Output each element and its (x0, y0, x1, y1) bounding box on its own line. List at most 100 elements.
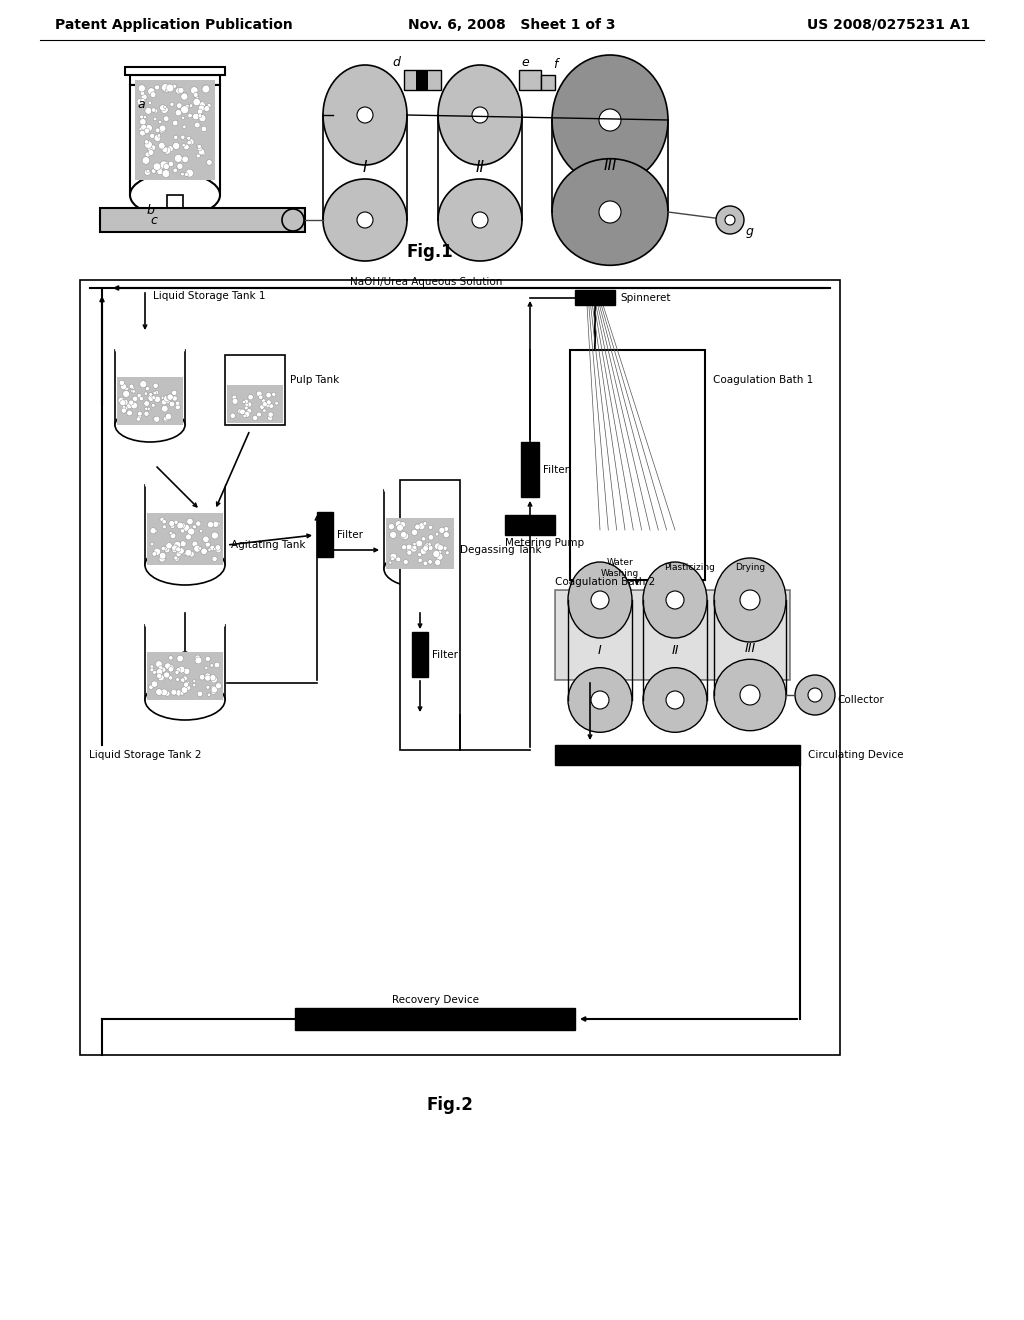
Circle shape (185, 104, 189, 108)
Circle shape (413, 545, 417, 549)
Circle shape (160, 517, 164, 521)
Circle shape (175, 110, 181, 116)
Circle shape (175, 671, 179, 675)
Circle shape (161, 396, 164, 400)
Circle shape (201, 116, 206, 120)
Circle shape (274, 401, 279, 405)
Circle shape (173, 143, 179, 149)
Circle shape (418, 553, 422, 557)
Circle shape (164, 416, 168, 421)
Circle shape (148, 392, 154, 399)
Circle shape (244, 399, 248, 404)
Circle shape (207, 160, 212, 165)
Circle shape (167, 395, 173, 400)
Circle shape (172, 396, 177, 401)
FancyBboxPatch shape (519, 70, 541, 90)
Circle shape (183, 144, 189, 149)
Circle shape (199, 102, 205, 108)
Circle shape (154, 166, 159, 170)
Circle shape (243, 400, 246, 404)
Circle shape (180, 678, 185, 682)
Circle shape (157, 673, 162, 678)
Circle shape (143, 116, 146, 119)
Circle shape (138, 84, 145, 92)
Circle shape (174, 136, 178, 140)
Circle shape (188, 552, 195, 557)
Circle shape (164, 106, 167, 108)
Circle shape (391, 557, 394, 561)
Circle shape (169, 520, 174, 527)
Circle shape (424, 546, 427, 550)
Circle shape (162, 170, 170, 177)
Circle shape (163, 86, 170, 92)
Circle shape (260, 405, 264, 409)
Circle shape (213, 521, 219, 528)
Circle shape (165, 88, 169, 92)
FancyBboxPatch shape (117, 378, 183, 425)
Circle shape (174, 120, 177, 123)
Text: I: I (598, 644, 602, 656)
Circle shape (162, 520, 166, 524)
Circle shape (176, 87, 182, 94)
Circle shape (357, 107, 373, 123)
Circle shape (166, 413, 172, 420)
FancyBboxPatch shape (505, 515, 555, 535)
Text: Drying: Drying (735, 564, 765, 573)
Circle shape (137, 414, 141, 418)
Circle shape (438, 554, 442, 558)
Circle shape (170, 524, 175, 528)
Circle shape (197, 114, 203, 119)
Circle shape (159, 125, 166, 133)
Circle shape (164, 672, 170, 678)
Text: g: g (746, 226, 754, 239)
Circle shape (123, 391, 129, 397)
Circle shape (413, 543, 416, 545)
Circle shape (181, 686, 187, 693)
Text: c: c (150, 214, 157, 227)
Circle shape (150, 668, 154, 672)
Circle shape (215, 682, 221, 689)
Circle shape (180, 529, 184, 533)
Text: Spinneret: Spinneret (620, 293, 671, 304)
Circle shape (151, 145, 156, 150)
Circle shape (243, 414, 247, 417)
Circle shape (178, 548, 184, 554)
Ellipse shape (714, 659, 786, 731)
Circle shape (174, 541, 181, 549)
Circle shape (196, 96, 199, 99)
Text: Filter: Filter (543, 465, 569, 475)
Circle shape (198, 110, 203, 115)
Circle shape (169, 532, 172, 535)
Circle shape (168, 667, 173, 672)
Circle shape (808, 688, 822, 702)
Circle shape (186, 685, 190, 690)
Circle shape (186, 519, 194, 524)
Ellipse shape (323, 180, 407, 261)
Circle shape (428, 525, 432, 529)
Circle shape (213, 548, 216, 550)
Circle shape (148, 102, 152, 104)
Circle shape (415, 524, 420, 529)
Circle shape (407, 550, 412, 556)
Circle shape (153, 383, 159, 388)
Ellipse shape (145, 680, 225, 719)
Circle shape (434, 543, 441, 549)
Text: Degassing Tank: Degassing Tank (460, 545, 542, 554)
Circle shape (195, 655, 201, 660)
Text: Fig.2: Fig.2 (427, 1096, 473, 1114)
Circle shape (193, 114, 199, 120)
Circle shape (140, 91, 144, 95)
Circle shape (203, 536, 209, 543)
Ellipse shape (384, 550, 456, 587)
Circle shape (129, 400, 134, 405)
Circle shape (144, 411, 150, 416)
Circle shape (153, 671, 157, 675)
FancyBboxPatch shape (384, 490, 456, 569)
Circle shape (139, 131, 145, 136)
FancyBboxPatch shape (145, 484, 225, 565)
FancyBboxPatch shape (555, 744, 800, 766)
Circle shape (167, 664, 174, 672)
Circle shape (154, 135, 161, 141)
Circle shape (207, 103, 211, 107)
Circle shape (443, 527, 449, 532)
